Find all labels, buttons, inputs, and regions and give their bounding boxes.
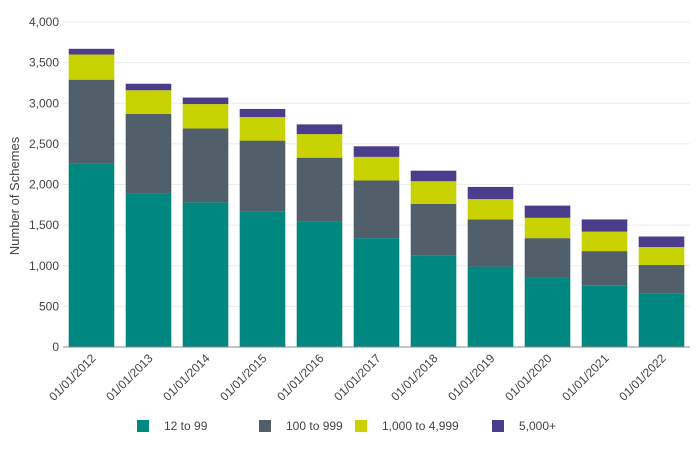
x-tick-label: 01/01/2014 — [160, 351, 213, 404]
bar-segment-3 — [239, 117, 286, 141]
legend-label: 100 to 999 — [286, 419, 343, 433]
bar-segment-3 — [182, 104, 229, 129]
bar-stack — [524, 205, 571, 347]
x-tick-label: 01/01/2017 — [331, 351, 384, 404]
bar-segment-2 — [467, 219, 514, 267]
bar-segment-4 — [524, 205, 571, 218]
bar-segment-1 — [125, 193, 172, 347]
y-tick-label: 2,000 — [29, 178, 59, 192]
x-tick-label: 01/01/2015 — [217, 351, 270, 404]
y-tick-label: 3,500 — [29, 56, 59, 70]
legend-swatch — [355, 420, 367, 432]
bar-segment-1 — [182, 202, 229, 347]
y-tick-label: 3,000 — [29, 96, 59, 110]
legend-item: 5,000+ — [492, 419, 556, 433]
bar-segment-1 — [467, 266, 514, 347]
bar-segment-2 — [353, 180, 400, 239]
bar-stack — [182, 97, 229, 347]
x-tick-label: 01/01/2012 — [46, 351, 99, 404]
bars — [68, 48, 685, 347]
bar-segment-3 — [410, 181, 457, 204]
bar-segment-1 — [239, 211, 286, 347]
bar-segment-4 — [182, 97, 229, 105]
legend-item: 1,000 to 4,999 — [355, 419, 459, 433]
bar-segment-1 — [410, 255, 457, 347]
bar-stack — [410, 170, 457, 347]
bar-segment-1 — [524, 277, 571, 347]
legend-swatch — [137, 420, 149, 432]
bar-segment-1 — [581, 285, 628, 347]
bar-segment-1 — [353, 238, 400, 347]
bar-segment-3 — [68, 54, 115, 80]
legend-label: 1,000 to 4,999 — [382, 419, 459, 433]
bar-stack — [239, 108, 286, 347]
bar-segment-4 — [68, 48, 115, 55]
bar-segment-2 — [239, 140, 286, 212]
bar-segment-3 — [296, 134, 343, 158]
bar-segment-2 — [524, 238, 571, 278]
legend-swatch — [492, 420, 504, 432]
x-tick-label: 01/01/2021 — [559, 351, 612, 404]
bar-stack — [68, 48, 115, 347]
legend: 12 to 99 100 to 999 1,000 to 4,999 5,000+ — [137, 419, 556, 433]
bar-segment-4 — [581, 219, 628, 232]
bar-segment-4 — [296, 124, 343, 135]
bar-segment-3 — [467, 199, 514, 220]
bar-segment-4 — [467, 186, 514, 200]
bar-stack — [296, 124, 343, 347]
bar-segment-2 — [125, 113, 172, 194]
y-tick-label: 1,500 — [29, 218, 59, 232]
bar-segment-3 — [638, 247, 685, 265]
bar-segment-3 — [581, 231, 628, 252]
bar-segment-1 — [638, 293, 685, 347]
x-axis-tick-labels: 01/01/2012 01/01/2013 01/01/2014 01/01/2015… — [46, 351, 669, 404]
legend-item: 12 to 99 — [137, 419, 208, 433]
x-tick-label: 01/01/2018 — [388, 351, 441, 404]
legend-swatch — [259, 420, 271, 432]
bar-segment-4 — [638, 236, 685, 248]
bar-segment-4 — [353, 146, 400, 157]
bar-segment-2 — [182, 128, 229, 203]
bar-segment-4 — [239, 108, 286, 118]
y-tick-label: 4,000 — [29, 15, 59, 29]
legend-label: 5,000+ — [519, 419, 556, 433]
bar-segment-1 — [68, 163, 115, 347]
x-tick-label: 01/01/2019 — [445, 351, 498, 404]
x-tick-label: 01/01/2016 — [274, 351, 327, 404]
x-tick-label: 01/01/2022 — [616, 351, 669, 404]
bar-segment-2 — [581, 251, 628, 286]
y-axis-tick-labels: 0 500 1,000 1,500 2,000 2,500 3,000 3,500 4,000 — [29, 15, 59, 354]
legend-item: 100 to 999 — [259, 419, 343, 433]
bar-segment-4 — [125, 83, 172, 91]
bar-segment-3 — [125, 90, 172, 114]
bar-segment-2 — [296, 157, 343, 222]
bar-segment-3 — [524, 217, 571, 239]
y-tick-label: 1,000 — [29, 259, 59, 273]
x-tick-label: 01/01/2020 — [502, 351, 555, 404]
bar-stack — [581, 219, 628, 347]
y-tick-label: 0 — [52, 340, 59, 354]
bar-stack — [353, 146, 400, 347]
bar-segment-3 — [353, 156, 400, 181]
bar-segment-2 — [68, 79, 115, 164]
bar-stack — [638, 236, 685, 347]
y-axis-title: Number of Schemes — [7, 136, 22, 255]
bar-segment-4 — [410, 170, 457, 182]
y-tick-label: 500 — [39, 299, 59, 313]
bar-segment-2 — [638, 264, 685, 294]
x-tick-label: 01/01/2013 — [103, 351, 156, 404]
bar-stack — [125, 83, 172, 347]
legend-label: 12 to 99 — [164, 419, 208, 433]
bar-stack — [467, 186, 514, 347]
bar-segment-1 — [296, 221, 343, 347]
y-tick-label: 2,500 — [29, 137, 59, 151]
bar-segment-2 — [410, 204, 457, 256]
